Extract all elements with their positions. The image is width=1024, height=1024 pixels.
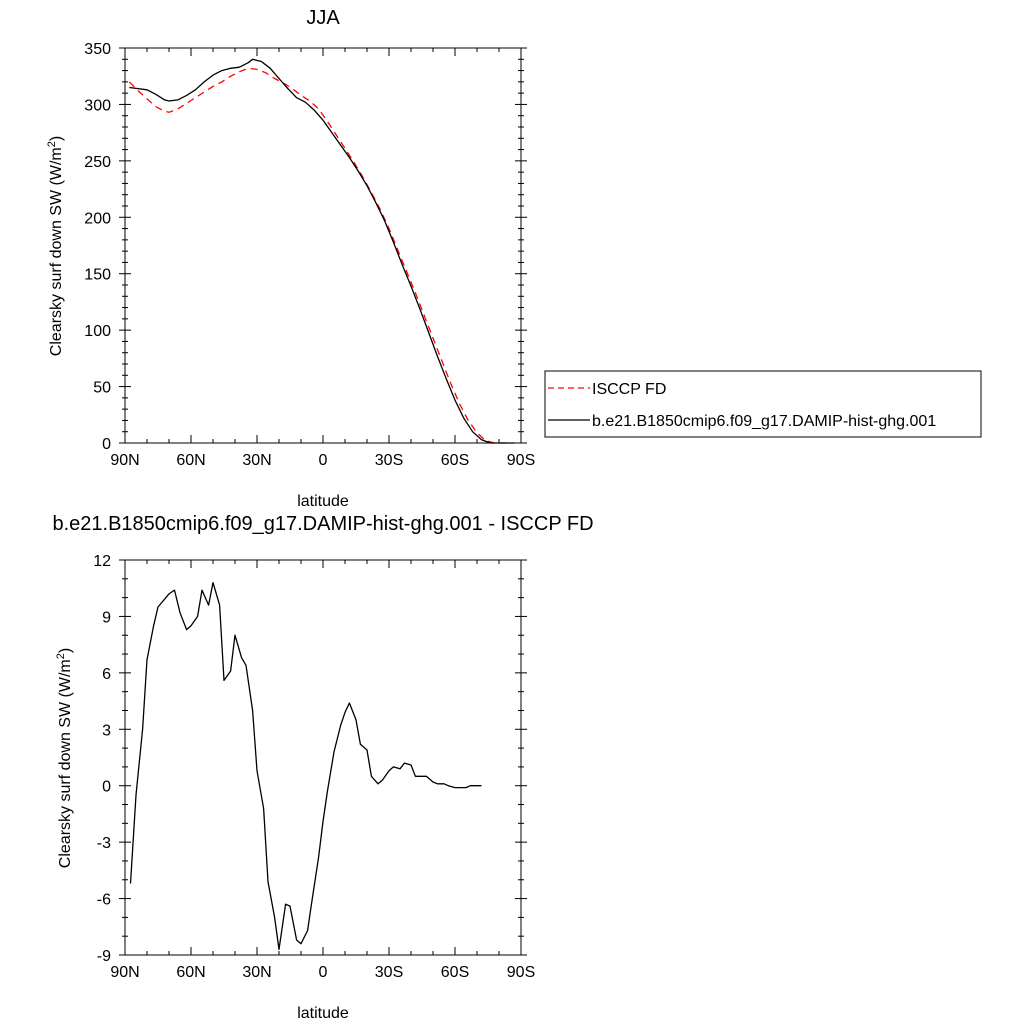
y-tick-label: 3	[102, 722, 111, 739]
y-tick-label: 9	[102, 609, 111, 626]
y-tick-label: 350	[84, 41, 111, 58]
x-tick-label: 60S	[441, 964, 469, 981]
y-tick-label: 100	[84, 323, 111, 340]
legend: ISCCP FD b.e21.B1850cmip6.f09_g17.DAMIP-…	[544, 370, 982, 438]
x-tick-label: 30N	[242, 452, 271, 469]
y-tick-label: 150	[84, 267, 111, 284]
bottom-chart-ticks	[119, 559, 527, 956]
series-line-0	[128, 67, 513, 444]
x-tick-label: 60S	[441, 452, 469, 469]
top-chart-lines	[128, 58, 515, 444]
x-tick-label: 90N	[110, 964, 139, 981]
x-tick-label: 90N	[110, 452, 139, 469]
y-tick-label: -6	[97, 892, 111, 909]
y-tick-label: -9	[97, 948, 111, 965]
top-chart-frame	[124, 47, 522, 444]
top-chart-y-tick-labels: 0 50 100 150 200 250 300 350	[84, 41, 111, 453]
top-chart-x-tick-labels: 90N 60N 30N 0 30S 60S 90S	[110, 452, 535, 469]
legend-box	[544, 370, 982, 438]
y-tick-label: 250	[84, 154, 111, 171]
legend-label-isccp: ISCCP FD	[592, 381, 666, 398]
y-tick-label: 0	[102, 779, 111, 796]
x-tick-label: 30N	[242, 964, 271, 981]
top-chart-title: JJA	[306, 7, 340, 29]
x-tick-label: 30S	[375, 964, 403, 981]
y-tick-label: 200	[84, 210, 111, 227]
bottom-chart-title: b.e21.B1850cmip6.f09_g17.DAMIP-hist-ghg.…	[52, 513, 593, 535]
bottom-chart-frame	[124, 559, 522, 956]
x-tick-label: 30S	[375, 452, 403, 469]
x-tick-label: 60N	[176, 452, 205, 469]
x-tick-label: 0	[319, 452, 328, 469]
y-tick-label: 50	[93, 380, 111, 397]
y-tick-label: 300	[84, 97, 111, 114]
bottom-chart-x-tick-labels: 90N 60N 30N 0 30S 60S 90S	[110, 964, 535, 981]
legend-label-model: b.e21.B1850cmip6.f09_g17.DAMIP-hist-ghg.…	[592, 413, 936, 430]
bottom-chart-x-axis-label: latitude	[297, 1005, 349, 1022]
y-tick-label: 12	[93, 553, 111, 570]
x-tick-label: 0	[319, 964, 328, 981]
x-tick-label: 90S	[507, 964, 535, 981]
y-tick-label: -3	[97, 835, 111, 852]
series-line-0	[129, 581, 482, 951]
series-line-1	[129, 58, 515, 444]
y-tick-label: 6	[102, 666, 111, 683]
x-tick-label: 90S	[507, 452, 535, 469]
y-tick-label: 0	[102, 436, 111, 453]
top-chart-y-axis-label: Clearsky surf down SW (W/m2)	[46, 136, 65, 356]
bottom-chart-lines	[129, 581, 482, 951]
top-chart-x-axis-label: latitude	[297, 493, 349, 510]
bottom-chart-y-tick-labels: -9 -6 -3 0 3 6 9 12	[93, 553, 111, 965]
x-tick-label: 60N	[176, 964, 205, 981]
bottom-chart-y-axis-label: Clearsky surf down SW (W/m2)	[55, 648, 74, 868]
